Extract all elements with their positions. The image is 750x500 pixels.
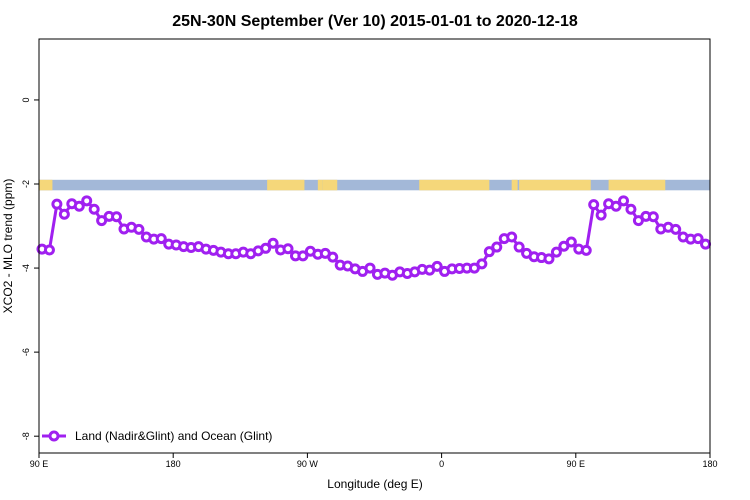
data-point	[327, 251, 339, 263]
series-layer	[36, 195, 712, 281]
land-segment	[419, 179, 490, 191]
data-point	[491, 241, 503, 253]
land-segment	[608, 179, 666, 191]
x-axis: 90 E 180 90 W 0 90 E 180	[30, 453, 718, 469]
data-point	[51, 198, 63, 210]
data-point	[550, 246, 562, 258]
x-tick-label: 180	[166, 459, 181, 469]
y-axis-label: XCO2 - MLO trend (ppm)	[1, 179, 15, 314]
data-point	[364, 262, 376, 274]
land-segment	[267, 179, 305, 191]
land-segment	[511, 179, 518, 191]
data-point	[610, 200, 622, 212]
y-tick-label: -2	[21, 180, 31, 188]
chart-title: 25N-30N September (Ver 10) 2015-01-01 to…	[172, 13, 578, 30]
data-point	[260, 242, 272, 254]
data-point	[483, 246, 495, 258]
x-tick-label: 0	[439, 459, 444, 469]
y-axis: 0 -2 -4 -6 -8	[21, 97, 39, 440]
legend-label: Land (Nadir&Glint) and Ocean (Glint)	[75, 429, 272, 443]
data-point	[565, 236, 577, 248]
data-point	[692, 233, 704, 245]
data-point	[73, 200, 85, 212]
data-point	[81, 195, 93, 207]
ocean-band	[39, 179, 710, 191]
plot-frame	[38, 38, 711, 454]
data-point	[543, 253, 555, 265]
data-point	[595, 209, 607, 221]
data-point	[647, 211, 659, 223]
x-axis-label: Longitude (deg E)	[327, 477, 422, 491]
data-point	[43, 244, 55, 256]
y-tick-label: 0	[21, 97, 31, 102]
x-tick-label: 180	[702, 459, 717, 469]
data-point	[155, 233, 167, 245]
land-ocean-mask	[39, 179, 710, 191]
legend-marker	[48, 430, 60, 442]
data-point	[700, 238, 712, 250]
data-point	[580, 244, 592, 256]
y-tick-label: -8	[21, 432, 31, 440]
data-point	[282, 243, 294, 255]
data-point	[58, 208, 70, 220]
land-segment	[317, 179, 323, 191]
data-point	[618, 195, 630, 207]
land-segment	[519, 179, 591, 191]
x-tick-label: 90 W	[297, 459, 319, 469]
data-point	[297, 250, 309, 262]
data-point	[513, 241, 525, 253]
land-segment	[322, 179, 338, 191]
data-point	[267, 237, 279, 249]
data-point	[506, 231, 518, 243]
y-tick-label: -4	[21, 264, 31, 272]
data-point	[476, 258, 488, 270]
data-point	[133, 223, 145, 235]
data-point	[111, 211, 123, 223]
legend: Land (Nadir&Glint) and Ocean (Glint)	[42, 429, 272, 443]
data-point	[431, 260, 443, 272]
data-point	[88, 203, 100, 215]
data-point	[625, 203, 637, 215]
land-segment	[39, 179, 53, 191]
x-tick-label: 90 E	[30, 459, 49, 469]
y-tick-label: -6	[21, 348, 31, 356]
data-point	[588, 199, 600, 211]
x-tick-label: 90 E	[567, 459, 586, 469]
data-point	[670, 223, 682, 235]
